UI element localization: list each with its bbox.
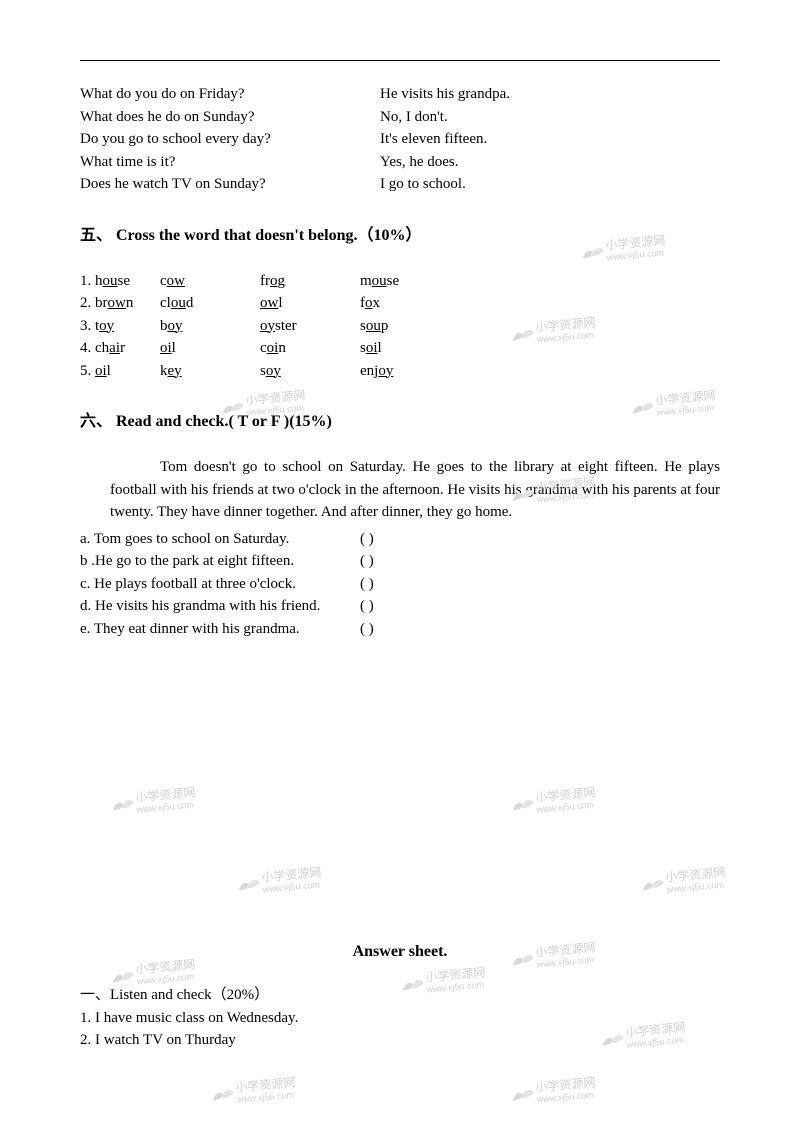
tf-text: e. They eat dinner with his grandma. <box>80 618 360 641</box>
qa-row: Does he watch TV on Sunday? I go to scho… <box>80 173 720 196</box>
word-cell: soup <box>360 315 460 338</box>
qa-question: What do you do on Friday? <box>80 83 380 106</box>
qa-answer: I go to school. <box>380 173 720 196</box>
word-cell: owl <box>260 292 360 315</box>
qa-row: What does he do on Sunday? No, I don't. <box>80 106 720 129</box>
tf-text: b .He go to the park at eight fifteen. <box>80 550 360 573</box>
tf-paren: ( ) <box>360 618 374 641</box>
tf-paren: ( ) <box>360 550 374 573</box>
word-cell: oil <box>160 337 260 360</box>
qa-question: What does he do on Sunday? <box>80 106 380 129</box>
qa-answer: It's eleven fifteen. <box>380 128 720 151</box>
watermark: 小学资源网www.xj5u.com <box>235 866 323 897</box>
word-cell: cloud <box>160 292 260 315</box>
word-cell: enjoy <box>360 360 460 383</box>
word-cell: boy <box>160 315 260 338</box>
word-cell: soy <box>260 360 360 383</box>
answer-block: 一、Listen and check（20%） 1. I have music … <box>80 984 720 1052</box>
watermark: 小学资源网www.xj5u.com <box>509 786 597 817</box>
section-5-heading: 五、 Cross the word that doesn't belong.（1… <box>80 224 720 248</box>
word-cell: 1. house <box>80 270 160 293</box>
tf-paren: ( ) <box>360 573 374 596</box>
watermark: 小学资源网www.xj5u.com <box>209 1076 297 1107</box>
word-cell: 5. oil <box>80 360 160 383</box>
word-cell: coin <box>260 337 360 360</box>
tf-row: d. He visits his grandma with his friend… <box>80 595 720 618</box>
qa-question: Does he watch TV on Sunday? <box>80 173 380 196</box>
tf-row: e. They eat dinner with his grandma.( ) <box>80 618 720 641</box>
tf-text: c. He plays football at three o'clock. <box>80 573 360 596</box>
word-cell: frog <box>260 270 360 293</box>
qa-question: What time is it? <box>80 151 380 174</box>
answer-line: 1. I have music class on Wednesday. <box>80 1007 720 1030</box>
answer-sheet-title: Answer sheet. <box>80 940 720 964</box>
qa-answer: Yes, he does. <box>380 151 720 174</box>
tf-row: b .He go to the park at eight fifteen.( … <box>80 550 720 573</box>
word-cell: oyster <box>260 315 360 338</box>
word-cell: fox <box>360 292 460 315</box>
answer-line: 2. I watch TV on Thurday <box>80 1029 720 1052</box>
tf-text: d. He visits his grandma with his friend… <box>80 595 360 618</box>
watermark: 小学资源网www.xj5u.com <box>639 866 727 897</box>
section-6-heading: 六、 Read and check.( T or F )(15%) <box>80 410 720 434</box>
watermark: 小学资源网www.xj5u.com <box>109 786 197 817</box>
top-rule <box>80 60 720 61</box>
word-cell: cow <box>160 270 260 293</box>
word-row: 1. housecowfrogmouse <box>80 270 720 293</box>
answer-line: 一、Listen and check（20%） <box>80 984 720 1007</box>
word-table: 1. housecowfrogmouse2. browncloudowlfox3… <box>80 270 720 383</box>
word-row: 3. toyboyoystersoup <box>80 315 720 338</box>
reading-passage: Tom doesn't go to school on Saturday. He… <box>110 456 720 524</box>
qa-question: Do you go to school every day? <box>80 128 380 151</box>
word-row: 4. chairoilcoinsoil <box>80 337 720 360</box>
tf-list: a. Tom goes to school on Saturday.( )b .… <box>80 528 720 641</box>
qa-row: What do you do on Friday? He visits his … <box>80 83 720 106</box>
word-cell: key <box>160 360 260 383</box>
qa-row: Do you go to school every day? It's elev… <box>80 128 720 151</box>
word-cell: mouse <box>360 270 460 293</box>
tf-paren: ( ) <box>360 595 374 618</box>
qa-answer: No, I don't. <box>380 106 720 129</box>
word-cell: 3. toy <box>80 315 160 338</box>
tf-paren: ( ) <box>360 528 374 551</box>
tf-row: a. Tom goes to school on Saturday.( ) <box>80 528 720 551</box>
watermark: 小学资源网www.xj5u.com <box>509 1076 597 1107</box>
tf-row: c. He plays football at three o'clock.( … <box>80 573 720 596</box>
word-row: 2. browncloudowlfox <box>80 292 720 315</box>
word-cell: 4. chair <box>80 337 160 360</box>
qa-row: What time is it? Yes, he does. <box>80 151 720 174</box>
word-cell: soil <box>360 337 460 360</box>
tf-text: a. Tom goes to school on Saturday. <box>80 528 360 551</box>
qa-answer: He visits his grandpa. <box>380 83 720 106</box>
qa-matching: What do you do on Friday? He visits his … <box>80 83 720 196</box>
word-row: 5. oilkeysoyenjoy <box>80 360 720 383</box>
word-cell: 2. brown <box>80 292 160 315</box>
